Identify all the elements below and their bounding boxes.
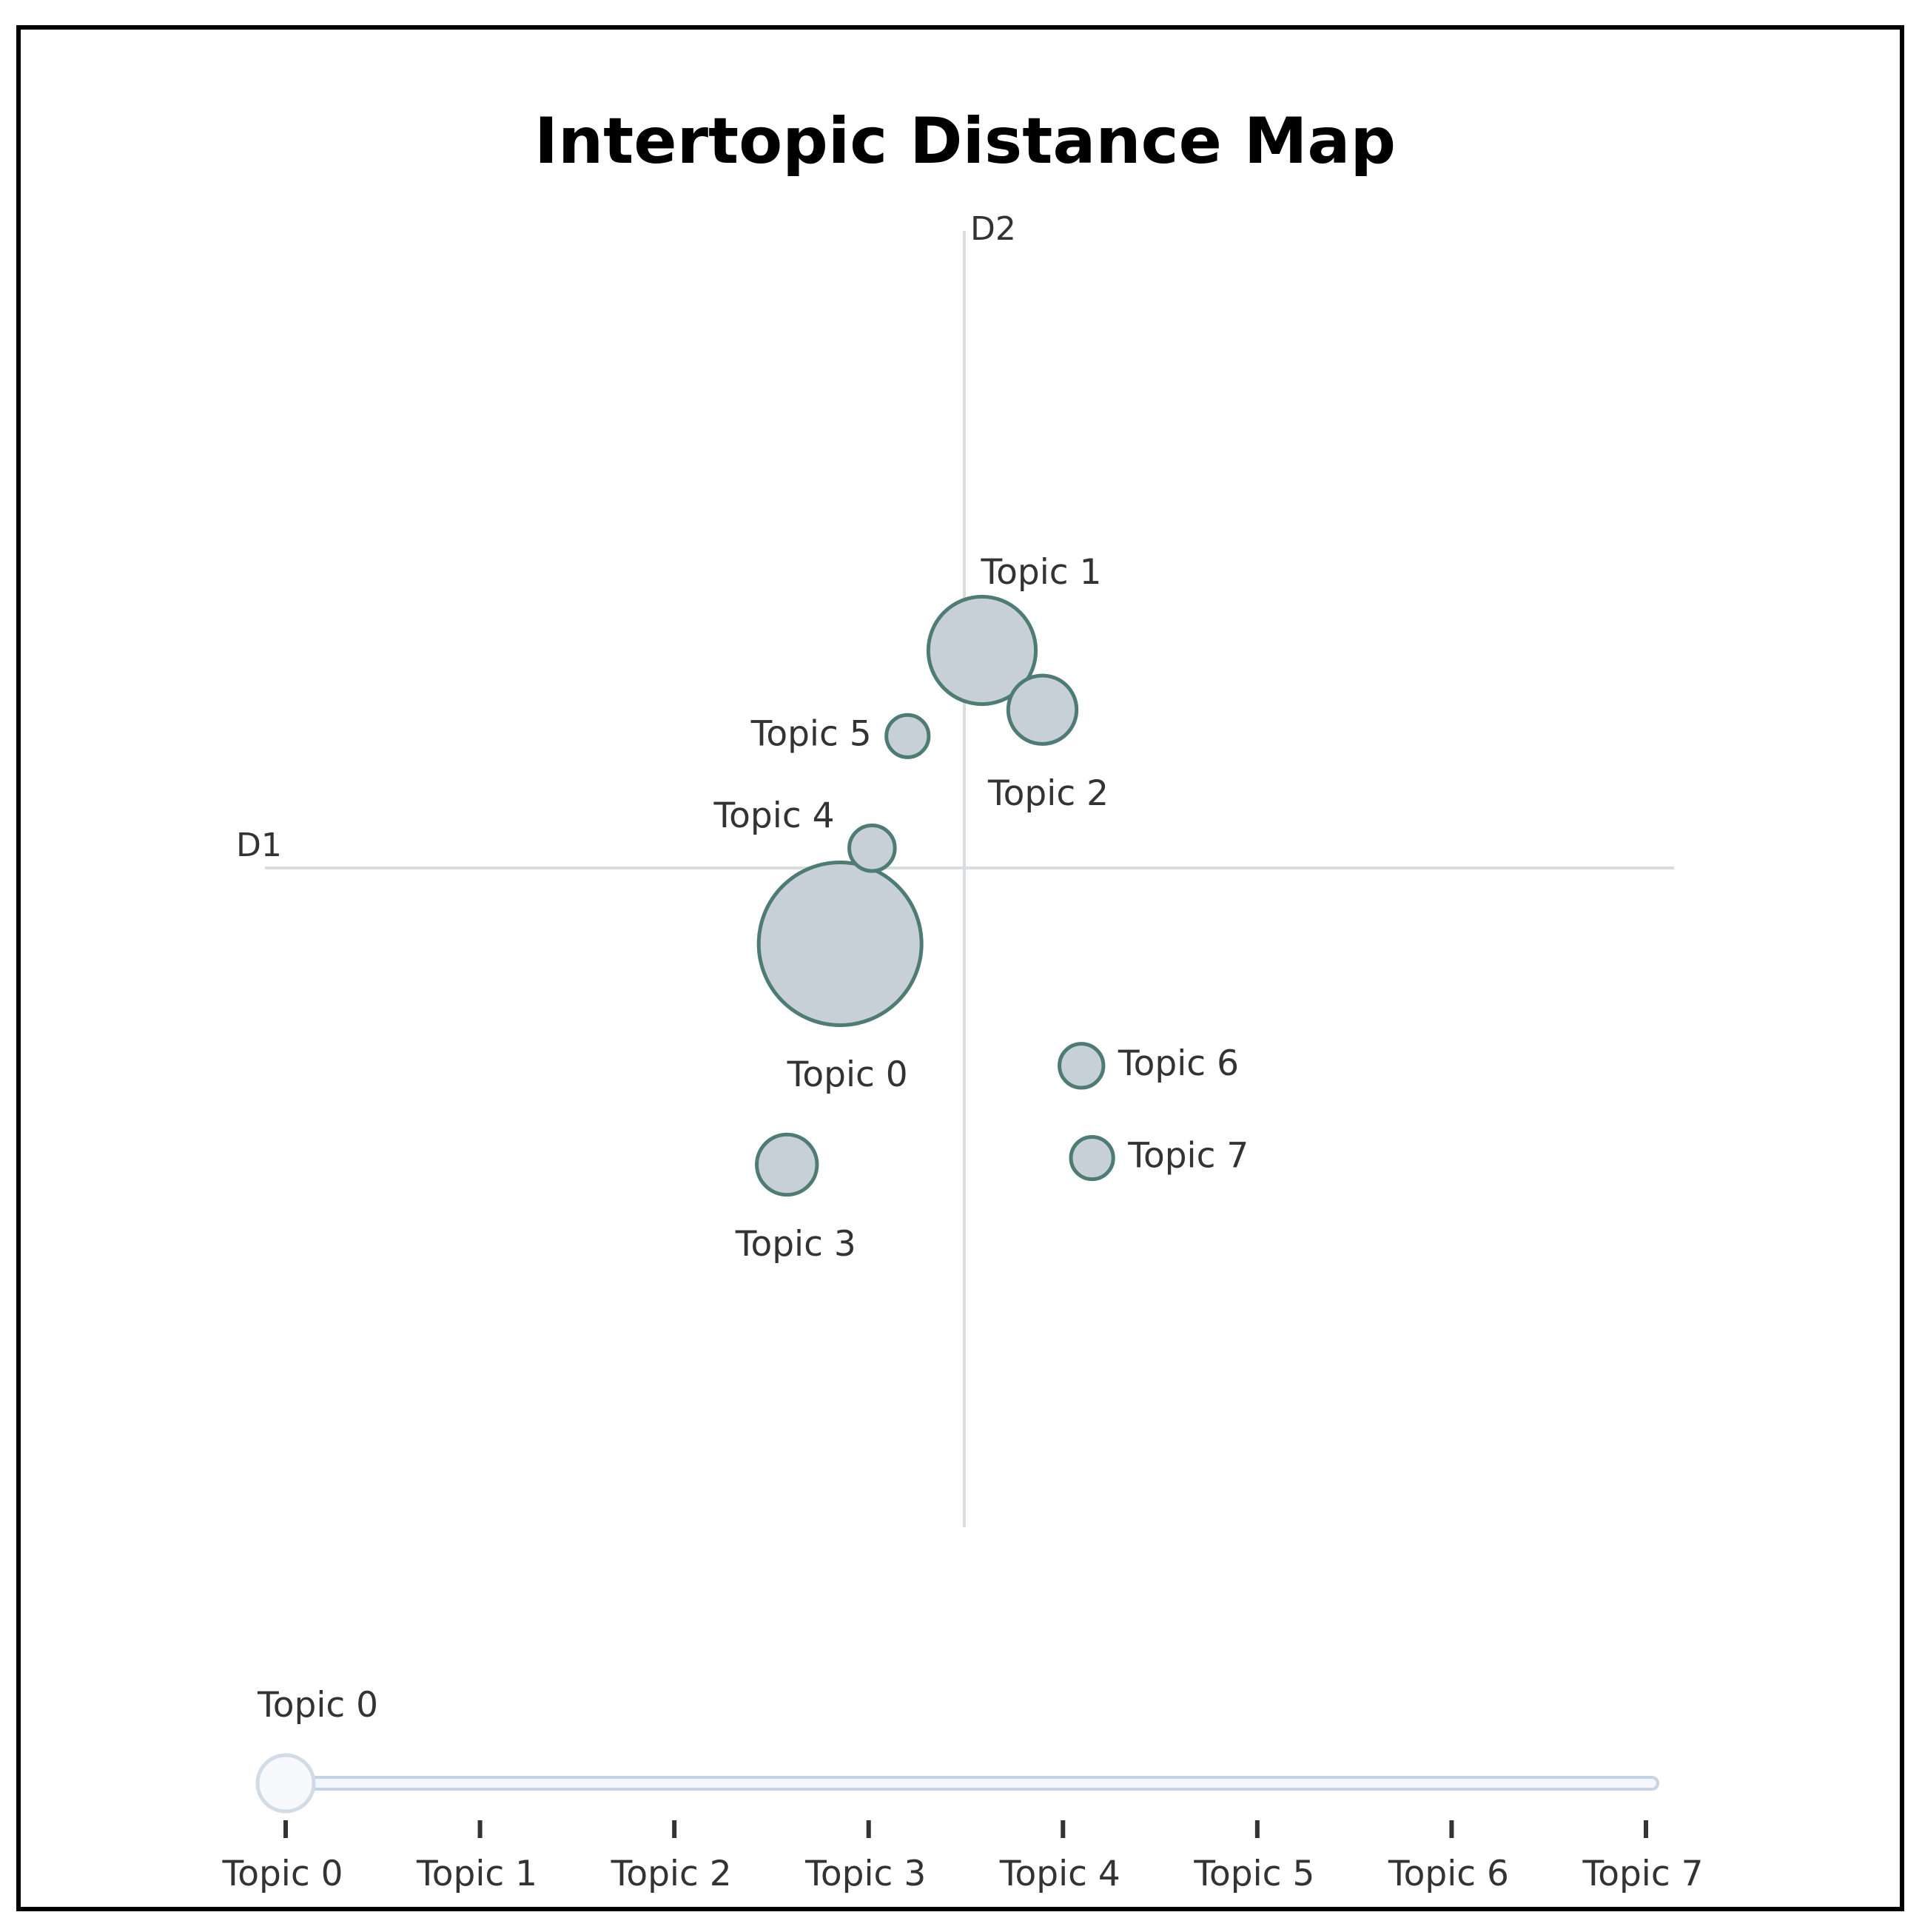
- topic-bubble-4[interactable]: [847, 823, 897, 873]
- topic-bubble-6[interactable]: [1058, 1042, 1106, 1090]
- intertopic-distance-map: Intertopic Distance Map D1 D2 Topic 0Top…: [221, 104, 1703, 1894]
- slider-track[interactable]: [281, 1776, 1659, 1791]
- chart-title: Intertopic Distance Map: [534, 104, 1396, 178]
- topic-bubble-7[interactable]: [1069, 1134, 1115, 1182]
- slider-tick-label-1[interactable]: Topic 1: [416, 1854, 537, 1894]
- d2-axis-label: D2: [970, 210, 1016, 248]
- slider-current-label: Topic 0: [257, 1685, 378, 1726]
- slider-tick-label-4[interactable]: Topic 4: [999, 1854, 1120, 1894]
- slider-tick-label-0[interactable]: Topic 0: [221, 1854, 343, 1894]
- topic-bubble-2[interactable]: [1006, 673, 1079, 746]
- topic-label-2: Topic 2: [987, 773, 1109, 814]
- topic-label-3: Topic 3: [735, 1224, 856, 1265]
- chart-frame: Intertopic Distance Map D1 D2 Topic 0 Top…: [16, 25, 1904, 1911]
- topic-label-4: Topic 4: [713, 795, 834, 836]
- slider-tick-label-5[interactable]: Topic 5: [1193, 1854, 1314, 1894]
- slider-tick-label-6[interactable]: Topic 6: [1388, 1854, 1509, 1894]
- topic-label-0: Topic 0: [787, 1054, 908, 1095]
- topic-label-1: Topic 1: [980, 552, 1101, 593]
- topic-bubbles: [755, 594, 1115, 1197]
- topic-label-5: Topic 5: [750, 713, 872, 754]
- slider-ticks: Topic 0 Topic 1 Topic 2 Topic 3 Topic 4 Topic…: [221, 1820, 1704, 1894]
- slider-tick-label-2[interactable]: Topic 2: [611, 1854, 732, 1894]
- axes: D1 D2: [236, 210, 1674, 1527]
- slider-tick-label-7[interactable]: Topic 7: [1582, 1854, 1703, 1894]
- topic-slider[interactable]: Topic 0 Topic 0 Topic 1 Topic 2 Topic 3 Topi…: [221, 1685, 1703, 1894]
- slider-tick-label-3[interactable]: Topic 3: [804, 1854, 926, 1894]
- topic-labels: Topic 0 Topic 1 Topic 2 Topic 3 Topic 4 Topic…: [713, 552, 1249, 1265]
- topic-bubble-3[interactable]: [755, 1132, 819, 1197]
- topic-bubble-0[interactable]: [756, 860, 924, 1027]
- topic-bubble-1[interactable]: [926, 594, 1038, 707]
- slider-handle[interactable]: [255, 1753, 316, 1814]
- topic-label-7: Topic 7: [1127, 1136, 1249, 1177]
- topic-label-6: Topic 6: [1118, 1043, 1239, 1084]
- topic-bubble-5[interactable]: [884, 713, 931, 759]
- d1-axis-label: D1: [236, 827, 282, 864]
